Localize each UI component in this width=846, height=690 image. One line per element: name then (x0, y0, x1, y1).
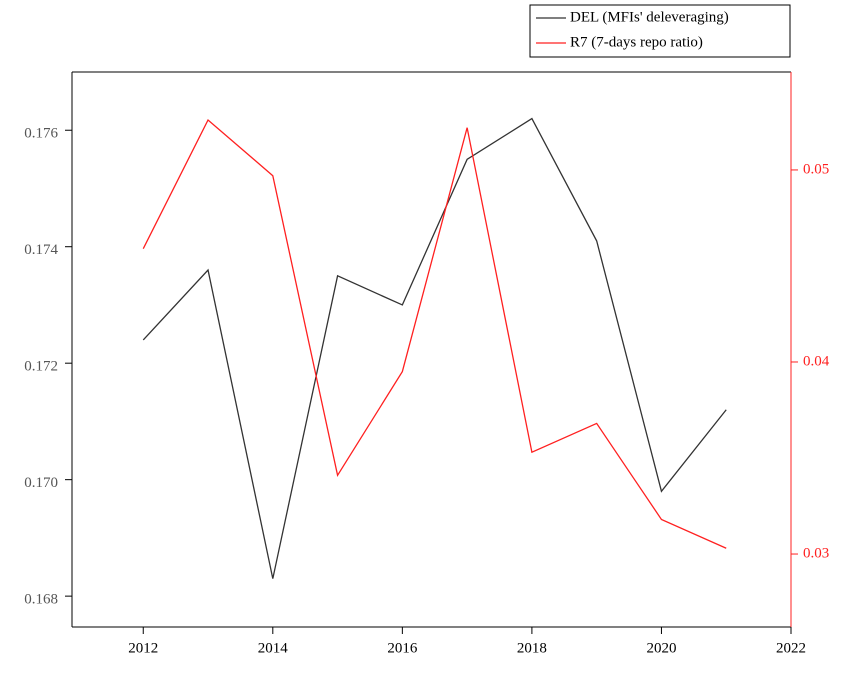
y-tick-label: 0.176 (24, 126, 58, 142)
legend-box (529, 4, 791, 58)
y2-tick-label: 0.03 (803, 545, 829, 561)
series-line (142, 117, 727, 579)
x-tick-label: 2020 (646, 640, 676, 656)
y2-tick-label: 0.04 (803, 353, 830, 369)
y2-tick-label: 0.05 (803, 161, 829, 177)
x-tick-label: 2016 (387, 640, 418, 656)
y-tick-label: 0.170 (24, 475, 58, 491)
y-tick-label: 0.172 (24, 359, 58, 375)
x-tick-label: 2012 (128, 640, 158, 656)
x-tick-label: 2018 (517, 640, 547, 656)
x-tick-label: 2022 (776, 640, 806, 656)
legend-label: R7 (7-days repo ratio) (570, 34, 703, 50)
y-tick-label: 0.168 (24, 592, 58, 608)
y-tick-label: 0.174 (24, 242, 58, 258)
series-line (142, 118, 727, 549)
legend-label: DEL (MFIs' deleveraging) (570, 9, 729, 25)
x-tick-label: 2014 (258, 640, 289, 656)
